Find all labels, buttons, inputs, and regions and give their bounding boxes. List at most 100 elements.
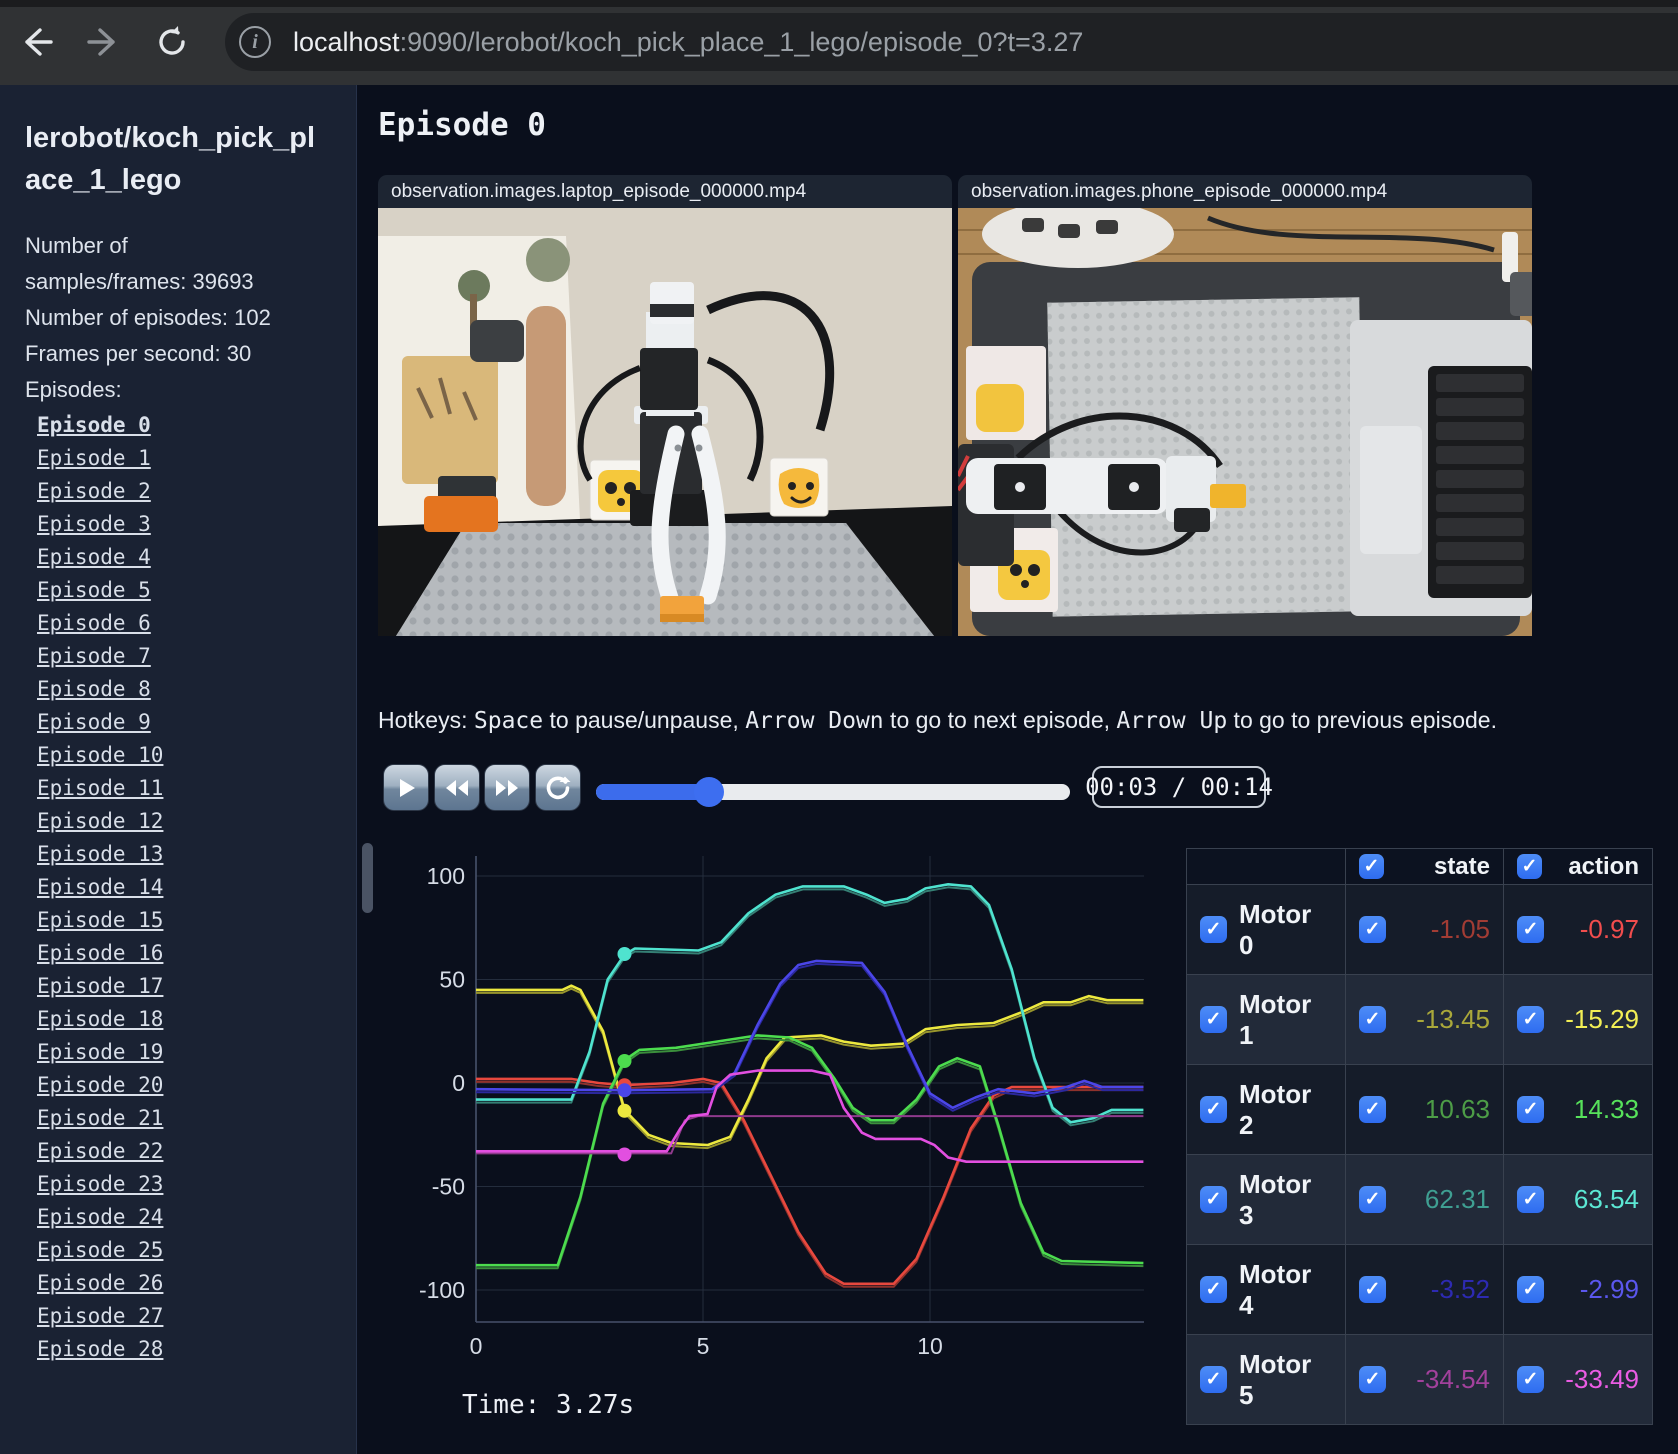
svg-text:5: 5 xyxy=(697,1333,710,1359)
video-panel-laptop[interactable]: observation.images.laptop_episode_000000… xyxy=(378,175,952,636)
dataset-stats: Number of samples/frames: 39693 Number o… xyxy=(25,228,293,372)
sidebar-episode-link[interactable]: Episode 17 xyxy=(37,974,164,998)
scrollbar-thumb[interactable] xyxy=(362,843,373,913)
back-icon[interactable] xyxy=(14,20,58,64)
reload-icon[interactable] xyxy=(150,20,194,64)
sidebar-episode-link[interactable]: Episode 14 xyxy=(37,875,164,899)
hotkey-arrow-down: Arrow Down xyxy=(745,708,884,734)
sidebar-episode-link[interactable]: Episode 22 xyxy=(37,1139,164,1163)
checkbox[interactable]: ✓ xyxy=(1200,1006,1227,1033)
sidebar-episode-link[interactable]: Episode 4 xyxy=(37,545,151,569)
checkbox[interactable]: ✓ xyxy=(1200,1096,1227,1123)
motor-state-value: 62.31 xyxy=(1424,1184,1490,1214)
motor-row: ✓ Motor 3 ✓ 62.31 ✓ 63.54 xyxy=(1187,1154,1652,1244)
url-text[interactable]: localhost:9090/lerobot/koch_pick_place_1… xyxy=(293,27,1083,58)
sidebar-episode-link[interactable]: Episode 0 xyxy=(37,413,151,437)
play-button[interactable] xyxy=(383,764,429,811)
sidebar-episode-link[interactable]: Episode 10 xyxy=(37,743,164,767)
motor-chart: 100 50 0 -50 -100 0 5 10 xyxy=(419,856,1144,1359)
stat-samples: Number of samples/frames: 39693 xyxy=(25,233,254,294)
checkbox[interactable]: ✓ xyxy=(1517,1276,1544,1303)
sidebar-episode-link[interactable]: Episode 2 xyxy=(37,479,151,503)
play-icon xyxy=(400,778,415,797)
video-title-laptop: observation.images.laptop_episode_000000… xyxy=(378,175,952,208)
checkbox[interactable]: ✓ xyxy=(1359,1276,1386,1303)
sidebar-episode-link[interactable]: Episode 28 xyxy=(37,1337,164,1361)
checkbox[interactable]: ✓ xyxy=(1359,1096,1386,1123)
site-info-icon[interactable]: i xyxy=(239,26,271,58)
chart-time-label: Time: 3.27s xyxy=(462,1390,635,1420)
checkbox[interactable]: ✓ xyxy=(1517,1366,1544,1393)
checkbox[interactable]: ✓ xyxy=(1200,1186,1227,1213)
sidebar-episode-link[interactable]: Episode 18 xyxy=(37,1007,164,1031)
checkbox[interactable]: ✓ xyxy=(1359,1186,1386,1213)
motor-action-value: -15.29 xyxy=(1565,1004,1639,1034)
checkbox[interactable]: ✓ xyxy=(1517,1096,1544,1123)
sidebar-episode-link[interactable]: Episode 8 xyxy=(37,677,151,701)
seek-slider[interactable] xyxy=(596,777,1070,807)
hotkey-space: Space xyxy=(473,708,544,734)
motor-name: Motor 2 xyxy=(1239,1078,1312,1140)
sidebar-episode-link[interactable]: Episode 7 xyxy=(37,644,151,668)
motor-row: ✓ Motor 4 ✓ -3.52 ✓ -2.99 xyxy=(1187,1244,1652,1334)
sidebar-episode-link[interactable]: Episode 11 xyxy=(37,776,164,800)
motor-row: ✓ Motor 0 ✓ -1.05 ✓ -0.97 xyxy=(1187,884,1652,974)
header-empty-cell xyxy=(1187,849,1345,884)
svg-text:-100: -100 xyxy=(419,1277,465,1303)
loop-button[interactable] xyxy=(535,764,581,811)
sidebar-episode-link[interactable]: Episode 15 xyxy=(37,908,164,932)
motor-action-cell: ✓ 14.33 xyxy=(1503,1064,1652,1154)
video-panel-phone[interactable]: observation.images.phone_episode_000000.… xyxy=(958,175,1532,636)
sidebar-episode-link[interactable]: Episode 6 xyxy=(37,611,151,635)
sidebar-episode-link[interactable]: Episode 27 xyxy=(37,1304,164,1328)
sidebar-episode-link[interactable]: Episode 23 xyxy=(37,1172,164,1196)
video-phone-scene[interactable] xyxy=(958,208,1532,636)
url-path: :9090/lerobot/koch_pick_place_1_lego/epi… xyxy=(399,26,1084,57)
main-panel: Episode 0 observation.images.laptop_epis… xyxy=(357,85,1678,1454)
video-title-phone: observation.images.phone_episode_000000.… xyxy=(958,175,1532,208)
sidebar-episode-link[interactable]: Episode 9 xyxy=(37,710,151,734)
checkbox[interactable]: ✓ xyxy=(1517,854,1542,879)
sidebar-episode-link[interactable]: Episode 21 xyxy=(37,1106,164,1130)
checkbox[interactable]: ✓ xyxy=(1200,916,1227,943)
motor-state-value: -13.45 xyxy=(1416,1004,1490,1034)
episodes-label: Episodes: xyxy=(25,377,122,402)
fast-forward-button[interactable] xyxy=(484,764,530,811)
checkbox[interactable]: ✓ xyxy=(1359,916,1386,943)
url-bar[interactable]: i localhost:9090/lerobot/koch_pick_place… xyxy=(225,13,1678,71)
checkbox[interactable]: ✓ xyxy=(1359,1366,1386,1393)
motor-action-cell: ✓ -33.49 xyxy=(1503,1334,1652,1424)
video-laptop-scene[interactable] xyxy=(378,208,952,636)
seek-slider-fill xyxy=(596,784,709,800)
svg-text:0: 0 xyxy=(470,1333,483,1359)
forward-icon[interactable] xyxy=(82,20,126,64)
motor-name-cell: ✓ Motor 1 xyxy=(1187,974,1345,1064)
checkbox[interactable]: ✓ xyxy=(1359,1006,1386,1033)
motor-action-value: 63.54 xyxy=(1573,1184,1639,1214)
rewind-button[interactable] xyxy=(434,764,480,811)
sidebar-episode-link[interactable]: Episode 25 xyxy=(37,1238,164,1262)
sidebar-episode-link[interactable]: Episode 5 xyxy=(37,578,151,602)
motor-name: Motor 4 xyxy=(1239,1258,1312,1320)
sidebar-episode-link[interactable]: Episode 20 xyxy=(37,1073,164,1097)
checkbox[interactable]: ✓ xyxy=(1200,1276,1227,1303)
app-root: lerobot/koch_pick_place_1_lego Number of… xyxy=(0,85,1678,1454)
checkbox[interactable]: ✓ xyxy=(1517,1006,1544,1033)
sidebar-episode-link[interactable]: Episode 19 xyxy=(37,1040,164,1064)
sidebar-episode-link[interactable]: Episode 3 xyxy=(37,512,151,536)
sidebar-episode-link[interactable]: Episode 16 xyxy=(37,941,164,965)
episode-list: Episode 0 Episode 1 Episode 2 Episode 3 Epis… xyxy=(25,409,356,1366)
seek-slider-thumb[interactable] xyxy=(694,777,724,807)
sidebar-episode-link[interactable]: Episode 26 xyxy=(37,1271,164,1295)
sidebar-episode-link[interactable]: Episode 1 xyxy=(37,446,151,470)
fast-forward-icon xyxy=(496,779,518,796)
checkbox[interactable]: ✓ xyxy=(1517,1186,1544,1213)
sidebar-episode-link[interactable]: Episode 24 xyxy=(37,1205,164,1229)
svg-text:50: 50 xyxy=(439,967,465,993)
sidebar-episode-link[interactable]: Episode 13 xyxy=(37,842,164,866)
sidebar-episode-link[interactable]: Episode 12 xyxy=(37,809,164,833)
checkbox[interactable]: ✓ xyxy=(1200,1366,1227,1393)
window-top-edge xyxy=(0,0,1678,7)
checkbox[interactable]: ✓ xyxy=(1359,854,1384,879)
checkbox[interactable]: ✓ xyxy=(1517,916,1544,943)
